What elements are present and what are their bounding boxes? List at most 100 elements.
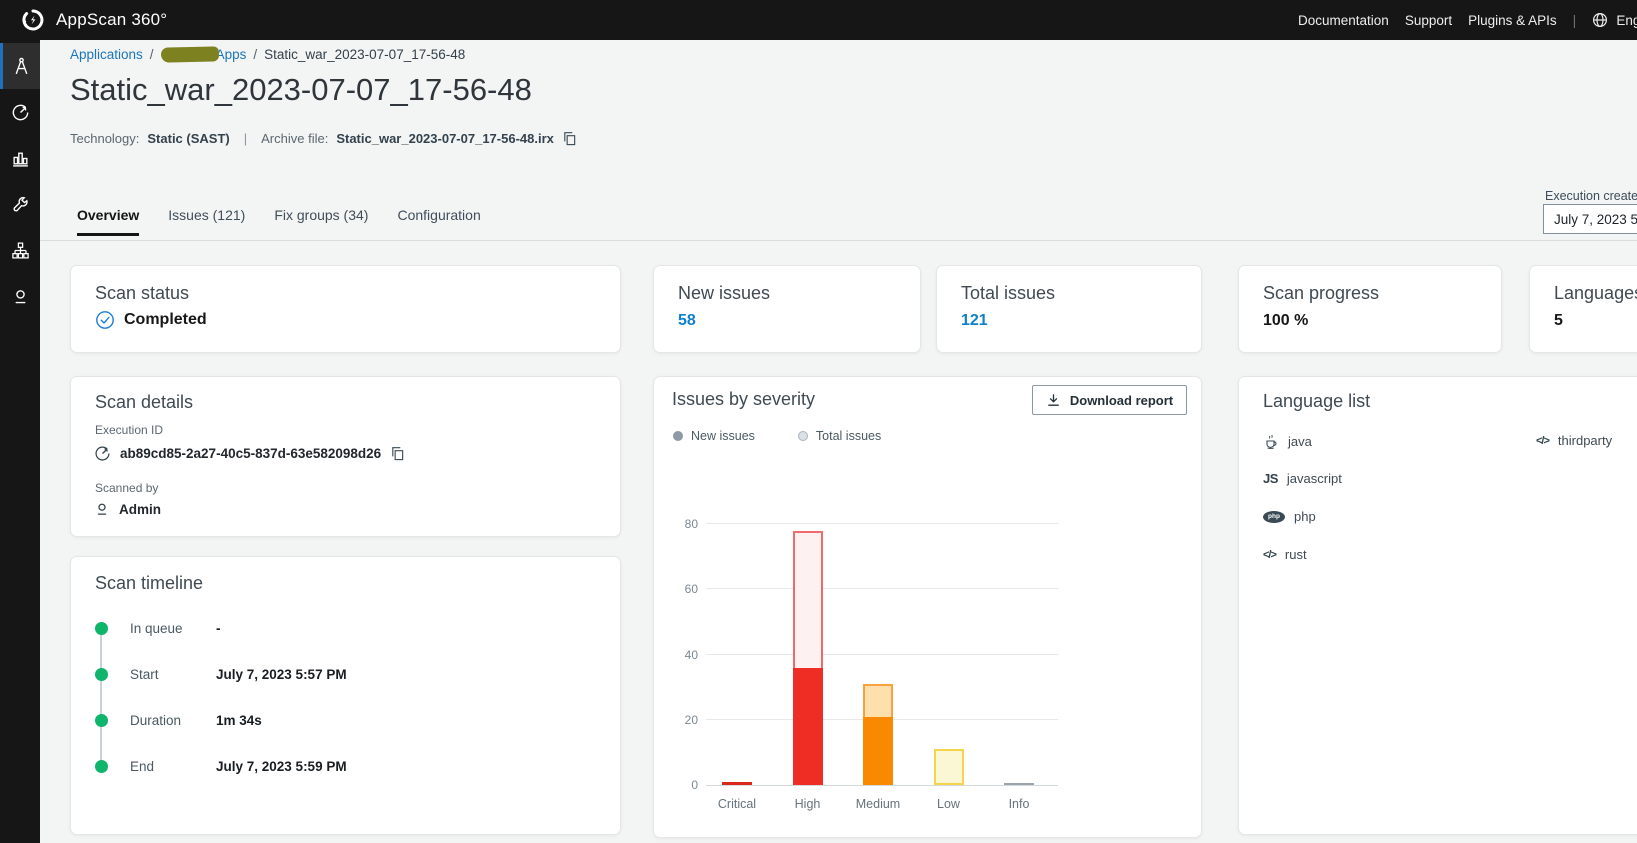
scanned-by-label: Scanned by	[95, 481, 159, 495]
brand-name: AppScan 360°	[56, 10, 168, 29]
new-issues-card: New issues 58	[653, 265, 921, 353]
language-label: php	[1294, 509, 1316, 524]
timeline-item-in-queue: In queue -	[95, 621, 221, 636]
compass-icon	[12, 57, 31, 76]
brand[interactable]: AppScan 360°	[21, 8, 167, 32]
language-list-card: Language list java JS javascript php php…	[1238, 376, 1637, 835]
gauge-icon	[11, 103, 30, 122]
legend-dot-new	[673, 431, 683, 441]
timeline-label: In queue	[130, 621, 183, 636]
language-picker[interactable]: English	[1592, 12, 1637, 28]
breadcrumb-applications[interactable]: Applications	[70, 47, 143, 62]
tab-fix-groups[interactable]: Fix groups (34)	[274, 207, 369, 223]
languages-card: Languages 5	[1529, 265, 1637, 353]
legend-total-issues: Total issues	[797, 429, 882, 443]
severity-chart-plot: 0 20 40 60 80 Critical High Medium Low Info	[685, 471, 1058, 811]
language-list-title: Language list	[1263, 391, 1371, 411]
copy-archive-icon[interactable]	[562, 131, 577, 146]
tab-overview[interactable]: Overview	[77, 207, 140, 236]
tab-configuration[interactable]: Configuration	[397, 207, 481, 223]
php-icon: php	[1263, 510, 1285, 523]
sidebar-item-user[interactable]	[0, 273, 40, 319]
globe-icon	[1592, 12, 1608, 28]
scan-timeline-title: Scan timeline	[95, 573, 204, 593]
download-icon	[1046, 393, 1061, 408]
legend-new-label: New issues	[691, 429, 755, 443]
timeline-label: Start	[130, 667, 159, 682]
breadcrumb-app-group[interactable]: Apps	[160, 46, 246, 63]
breadcrumb-current: Static_war_2023-07-07_17-56-48	[264, 47, 466, 62]
sidebar-item-organization[interactable]	[0, 227, 40, 273]
legend-new-issues: New issues	[673, 429, 755, 443]
language-item-java: java	[1263, 433, 1312, 450]
tab-bar: Overview Issues (121) Fix groups (34) Co…	[77, 207, 510, 236]
issues-by-severity-title: Issues by severity	[672, 389, 816, 409]
tabs-baseline	[40, 240, 1637, 241]
y-axis-tick: 60	[684, 582, 698, 597]
page-title: Static_war_2023-07-07_17-56-48	[70, 72, 532, 107]
scan-timeline-card: Scan timeline In queue - Start July 7, 2…	[70, 556, 621, 835]
language-label: rust	[1284, 547, 1307, 562]
timeline-value: July 7, 2023 5:59 PM	[216, 759, 347, 774]
bar-total-low	[933, 749, 964, 785]
scan-meta-row: Technology: Static (SAST) | Archive file…	[70, 131, 577, 146]
scan-details-title: Scan details	[95, 392, 194, 412]
copy-execution-id-icon[interactable]	[390, 446, 405, 461]
redaction-blob	[160, 46, 219, 63]
support-link[interactable]: Support	[1404, 12, 1453, 28]
execution-created-label: Execution created	[1545, 189, 1637, 203]
scan-status-title: Scan status	[95, 283, 190, 303]
timeline-value: 1m 34s	[216, 713, 262, 728]
language-label: java	[1288, 434, 1312, 449]
download-report-label: Download report	[1069, 392, 1174, 408]
check-circle-icon	[95, 310, 115, 330]
sidebar-item-tools[interactable]	[0, 181, 40, 227]
scan-details-card: Scan details Execution ID ab89cd85-2a27-…	[70, 376, 621, 537]
x-axis-label-info: Info	[1008, 797, 1030, 811]
code-icon: </>	[1263, 548, 1277, 561]
top-links: Documentation Support Plugins & APIs | E…	[1298, 0, 1637, 40]
gauge-icon	[94, 445, 111, 462]
new-issues-title: New issues	[678, 283, 771, 303]
scan-status-card: Scan status Completed	[70, 265, 621, 353]
topbar-divider: |	[1572, 12, 1577, 28]
documentation-link[interactable]: Documentation	[1298, 12, 1389, 28]
bar-new-medium	[863, 716, 893, 785]
legend-total-label: Total issues	[815, 429, 882, 443]
new-issues-value[interactable]: 58	[678, 312, 696, 329]
user-icon	[94, 501, 110, 517]
total-issues-card: Total issues 121	[936, 265, 1202, 353]
tab-issues[interactable]: Issues (121)	[168, 207, 246, 223]
breadcrumb-separator: /	[253, 47, 258, 62]
languages-title: Languages	[1554, 283, 1637, 303]
timeline-dot	[95, 714, 108, 727]
gridline	[706, 523, 1058, 524]
language-label: thirdparty	[1557, 433, 1613, 448]
language-item-php: php php	[1263, 509, 1316, 524]
language-item-javascript: JS javascript	[1263, 471, 1342, 486]
execution-created-select[interactable]: July 7, 2023 5:56 PM	[1543, 204, 1637, 234]
x-axis-label-low: Low	[937, 797, 960, 811]
sidebar-item-dashboard[interactable]	[0, 135, 40, 181]
wrench-icon	[11, 195, 30, 214]
timeline-item-start: Start July 7, 2023 5:57 PM	[95, 667, 347, 682]
timeline-label: End	[130, 759, 155, 774]
timeline-item-duration: Duration 1m 34s	[95, 713, 262, 728]
total-issues-value[interactable]: 121	[961, 312, 988, 329]
bar-total-info	[1004, 783, 1034, 785]
timeline-dot	[95, 668, 108, 681]
sidebar-item-applications[interactable]	[0, 43, 40, 89]
scanned-by-value: Admin	[119, 501, 161, 517]
x-axis-label-medium: Medium	[855, 797, 901, 811]
y-axis-tick: 80	[684, 517, 698, 531]
timeline-value: -	[216, 621, 221, 636]
sidebar-item-scans[interactable]	[0, 89, 40, 135]
legend-dot-total	[797, 431, 808, 441]
y-axis-tick: 0	[691, 778, 698, 792]
issues-by-severity-card: Issues by severity Download report New i…	[653, 376, 1202, 838]
x-axis-label-critical: Critical	[717, 797, 757, 811]
code-icon: </>	[1536, 434, 1550, 447]
download-report-button[interactable]: Download report	[1032, 385, 1187, 415]
plugins-apis-link[interactable]: Plugins & APIs	[1468, 12, 1557, 28]
timeline-dot	[95, 760, 108, 773]
